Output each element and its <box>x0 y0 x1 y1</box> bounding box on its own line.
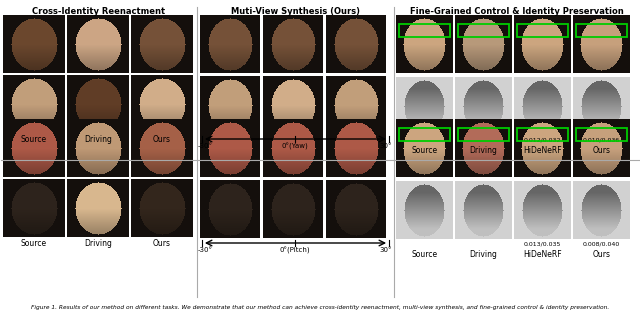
Text: Ours: Ours <box>593 146 611 155</box>
Text: 30°: 30° <box>380 247 392 253</box>
Text: Source: Source <box>412 250 438 259</box>
Bar <box>576 24 627 37</box>
Text: HiDeNeRF: HiDeNeRF <box>523 146 562 155</box>
Text: Driving: Driving <box>84 135 112 144</box>
Text: Cross-Identity Reenactment: Cross-Identity Reenactment <box>33 7 166 16</box>
Bar <box>458 24 509 37</box>
Text: 0.012/0.032: 0.012/0.032 <box>524 138 561 143</box>
Text: 0.013/0.035: 0.013/0.035 <box>524 242 561 247</box>
Text: 0.008/0.040: 0.008/0.040 <box>583 242 620 247</box>
Text: Ours: Ours <box>153 135 171 144</box>
Text: Driving: Driving <box>84 239 112 248</box>
Text: Muti-View Synthesis (Ours): Muti-View Synthesis (Ours) <box>231 7 360 16</box>
Text: Ours: Ours <box>593 250 611 259</box>
Text: 0°(Pitch): 0°(Pitch) <box>280 247 310 254</box>
Text: Source: Source <box>412 146 438 155</box>
Text: Driving: Driving <box>470 146 497 155</box>
Text: HiDeNeRF: HiDeNeRF <box>523 250 562 259</box>
Bar <box>517 24 568 37</box>
Bar <box>458 128 509 141</box>
Text: Source: Source <box>21 135 47 144</box>
Text: Source: Source <box>21 239 47 248</box>
Bar <box>517 128 568 141</box>
Text: 0°(Yaw): 0°(Yaw) <box>282 143 308 150</box>
Text: -30°: -30° <box>198 247 212 253</box>
Text: Fine-Grained Control & Identity Preservation: Fine-Grained Control & Identity Preserva… <box>410 7 624 16</box>
Text: Driving: Driving <box>470 250 497 259</box>
Text: -30°: -30° <box>198 143 212 149</box>
Bar <box>399 128 450 141</box>
Bar <box>399 24 450 37</box>
Text: Ours: Ours <box>153 239 171 248</box>
Text: Figure 1. Results of our method on different tasks. We demonstrate that our meth: Figure 1. Results of our method on diffe… <box>31 305 609 310</box>
Bar <box>576 128 627 141</box>
Text: 0.010/0.036: 0.010/0.036 <box>583 138 620 143</box>
Text: 30°: 30° <box>380 143 392 149</box>
